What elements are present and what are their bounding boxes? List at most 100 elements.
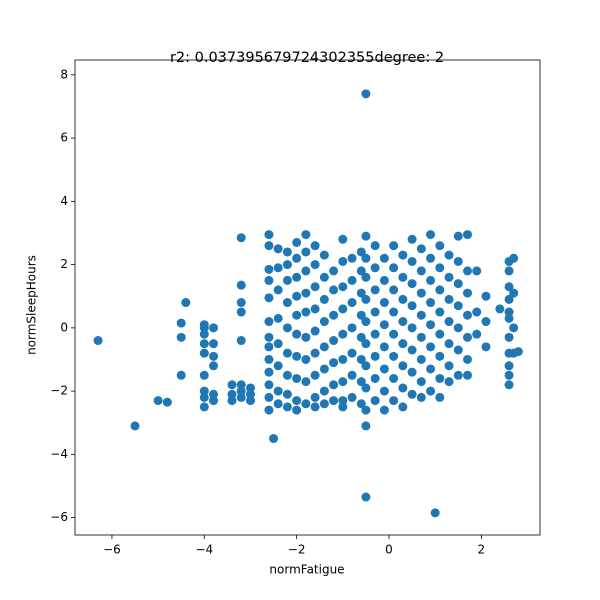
point [292,272,302,282]
point [338,304,348,314]
x-tick-label: 0 [385,543,393,557]
point [319,399,329,409]
point [356,288,366,298]
point [347,348,357,358]
point [310,282,320,292]
point [209,396,219,406]
point [435,241,445,251]
x-tick-label: −4 [195,543,213,557]
point [361,294,371,304]
point [338,396,348,406]
point [444,377,454,387]
point [176,370,186,380]
point [130,421,140,431]
point [435,351,445,361]
point [329,380,339,390]
point [282,247,292,257]
point [509,253,519,263]
point [319,250,329,260]
y-tick-label: 6 [60,131,68,145]
point [435,392,445,402]
point [245,389,255,399]
point [282,260,292,270]
point [453,345,463,355]
point [264,354,274,364]
point [416,244,426,254]
x-tick-label: 2 [478,543,486,557]
point [176,332,186,342]
point [310,304,320,314]
point [407,389,417,399]
point [209,351,219,361]
point [264,230,274,240]
point [398,294,408,304]
point [463,266,473,276]
point [444,317,454,327]
point [361,421,371,431]
point [481,342,491,352]
point [379,364,389,374]
y-tick-label: −6 [50,510,68,524]
point [282,323,292,333]
point [338,282,348,292]
point [426,275,436,285]
point [209,339,219,349]
point [407,323,417,333]
point [430,508,440,518]
point [370,373,380,383]
y-tick-label: 0 [60,320,68,334]
point [407,301,417,311]
point [370,307,380,317]
y-tick-label: 2 [60,257,68,271]
point [361,383,371,393]
point [463,332,473,342]
point [407,279,417,289]
x-axis-label: normFatigue [269,563,344,577]
point [361,89,371,99]
y-tick-label: 4 [60,194,68,208]
point [292,351,302,361]
point [379,320,389,330]
point [227,380,237,390]
point [426,342,436,352]
point [264,293,274,303]
point [361,317,371,327]
point [361,272,371,282]
point [398,402,408,412]
point [472,329,482,339]
point [444,272,454,282]
point [389,351,399,361]
point [236,280,246,290]
point [310,348,320,358]
point [463,288,473,298]
point [416,332,426,342]
point [329,336,339,346]
point [310,402,320,412]
point [301,399,311,409]
point [319,364,329,374]
point [319,342,329,352]
point [398,383,408,393]
point [347,370,357,380]
point [264,380,274,390]
point [509,288,519,298]
point [273,244,283,254]
point [282,348,292,358]
point [199,348,209,358]
x-tick-label: −2 [288,543,306,557]
point [264,342,274,352]
point [453,370,463,380]
point [426,230,436,240]
point [453,231,463,241]
axes-frame [74,59,541,536]
point [379,405,389,415]
point [301,377,311,387]
point [292,405,302,415]
point [153,396,163,406]
point [93,336,103,346]
point [504,266,514,276]
point [310,260,320,270]
point [463,310,473,320]
point [199,339,209,349]
